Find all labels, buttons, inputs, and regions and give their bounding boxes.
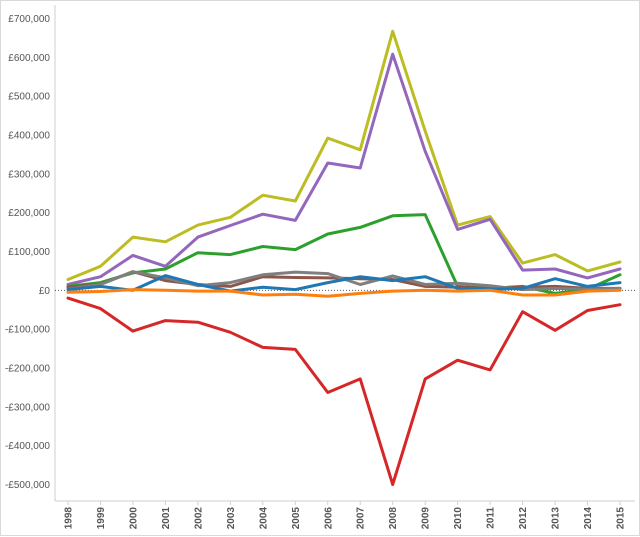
x-tick-label: 2003	[226, 507, 237, 530]
x-tick-label: 2009	[421, 507, 432, 530]
series-line-orange	[66, 288, 622, 298]
x-tick-label: 2007	[356, 507, 367, 530]
y-tick-label: -£400,000	[5, 441, 50, 452]
x-tick-label: 2010	[453, 507, 464, 530]
y-axis-labels: £700,000 £600,000 £500,000 £400,000 £300,000…	[5, 14, 50, 491]
y-tick-label: -£300,000	[5, 402, 50, 413]
x-tick-label: 2000	[128, 507, 139, 530]
series-line-purple	[66, 52, 622, 286]
x-tick-label: 2005	[291, 507, 302, 530]
x-tick-label: 1998	[64, 507, 75, 530]
x-tick-label: 1999	[96, 507, 107, 530]
y-tick-label: £600,000	[8, 53, 50, 64]
x-tick-label: 2004	[258, 507, 269, 530]
x-tick-label: 2014	[583, 507, 594, 530]
x-tick-label: 2012	[518, 507, 529, 530]
y-tick-label: -£200,000	[5, 364, 50, 375]
series-line-olive	[66, 29, 622, 281]
y-tick-label: £500,000	[8, 92, 50, 103]
y-tick-label: £700,000	[8, 14, 50, 25]
series-line-red	[66, 296, 622, 486]
y-tick-label: £300,000	[8, 169, 50, 180]
x-tick-label: 2008	[388, 507, 399, 530]
x-tick-label: 2001	[161, 507, 172, 530]
y-tick-label: £0	[39, 286, 51, 297]
x-tick-label: 2011	[486, 507, 497, 529]
x-tick-label: 2013	[551, 507, 562, 530]
y-tick-label: £200,000	[8, 208, 50, 219]
x-axis-labels: 1998 1999 2000 2001 2002 2003 2004 2005 2006 2007…	[64, 501, 627, 529]
x-tick-label: 2002	[193, 507, 204, 530]
y-tick-label: £400,000	[8, 131, 50, 142]
x-tick-label: 2015	[616, 507, 627, 530]
x-tick-label: 2006	[323, 507, 334, 530]
series-lines	[66, 29, 622, 486]
y-tick-label: £100,000	[8, 247, 50, 258]
y-tick-label: -£100,000	[5, 325, 50, 336]
y-tick-label: -£500,000	[5, 480, 50, 491]
series-line-blue	[66, 274, 622, 293]
